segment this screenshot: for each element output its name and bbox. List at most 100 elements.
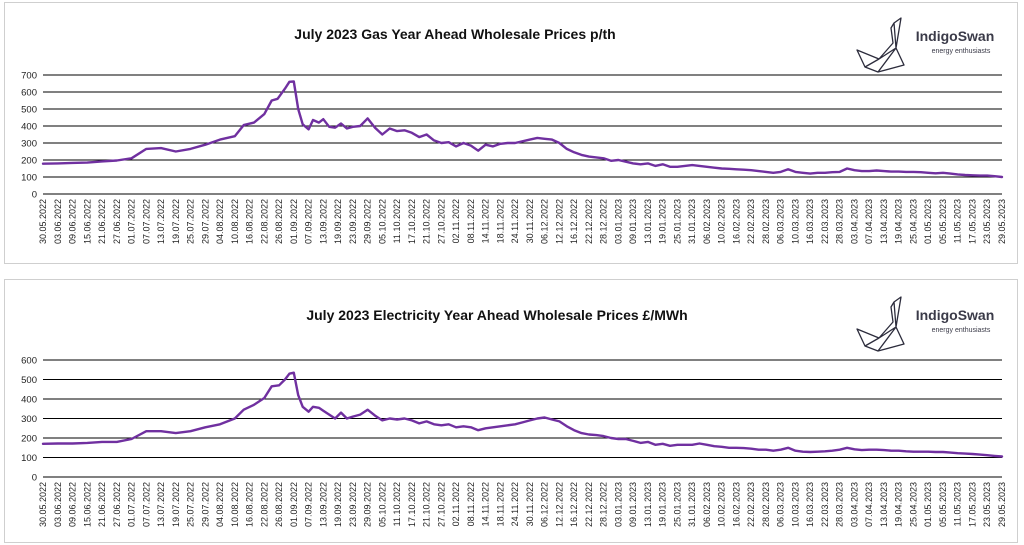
gas-x-tick-label: 19.04.2023 — [894, 199, 904, 244]
electricity-y-axis: 0 100 200 300 400 500 600 — [21, 356, 37, 484]
gas-y-axis: 0 100 200 300 400 500 600 700 — [21, 71, 37, 201]
gas-x-tick-label: 03.04.2023 — [849, 199, 859, 244]
gas-x-tick-label: 08.11.2022 — [466, 199, 476, 243]
electricity-x-tick-label: 06.12.2022 — [540, 482, 550, 527]
electricity-x-tick-label: 22.02.2023 — [746, 482, 756, 527]
gas-x-tick-label: 27.06.2022 — [112, 199, 122, 244]
electricity-x-tick-label: 15.06.2022 — [82, 482, 92, 527]
electricity-x-axis: 30.05.2022 03.06.2022 09.06.2022 15.06.2022… — [38, 482, 1007, 527]
electricity-x-tick-label: 01.09.2022 — [289, 482, 299, 527]
gas-x-tick-label: 16.03.2023 — [805, 199, 815, 244]
gas-x-tick-label: 28.12.2022 — [599, 199, 609, 244]
electricity-x-tick-label: 19.04.2023 — [894, 482, 904, 527]
gas-y-tick-label: 200 — [21, 156, 37, 167]
electricity-x-tick-label: 10.02.2023 — [717, 482, 727, 527]
gas-x-tick-label: 03.01.2023 — [613, 199, 623, 244]
electricity-x-tick-label: 05.10.2022 — [377, 482, 387, 527]
gas-gridlines — [43, 74, 1002, 195]
electricity-x-tick-label: 17.05.2023 — [967, 482, 977, 527]
gas-x-tick-label: 12.12.2022 — [554, 199, 564, 244]
electricity-x-tick-label: 09.01.2023 — [628, 482, 638, 527]
electricity-x-tick-label: 10.08.2022 — [230, 482, 240, 527]
electricity-x-tick-label: 16.08.2022 — [245, 482, 255, 527]
gas-x-tick-label: 22.03.2023 — [820, 199, 830, 244]
electricity-x-tick-label: 14.11.2022 — [481, 482, 491, 526]
electricity-x-tick-label: 07.07.2022 — [141, 482, 151, 527]
electricity-x-tick-label: 26.08.2022 — [274, 482, 284, 527]
electricity-x-tick-label: 04.08.2022 — [215, 482, 225, 527]
electricity-x-tick-label: 28.03.2023 — [835, 482, 845, 527]
gas-x-tick-label: 22.12.2022 — [584, 199, 594, 244]
gas-x-tick-label: 02.11.2022 — [451, 199, 461, 243]
gas-x-tick-label: 14.11.2022 — [481, 199, 491, 243]
electricity-x-tick-label: 11.10.2022 — [392, 482, 402, 526]
electricity-x-tick-label: 13.04.2023 — [879, 482, 889, 527]
gas-x-tick-label: 17.10.2022 — [407, 199, 417, 244]
gas-x-tick-label: 23.05.2023 — [982, 199, 992, 244]
electricity-y-tick-label: 500 — [21, 375, 37, 386]
gas-x-tick-label: 06.12.2022 — [540, 199, 550, 244]
electricity-x-tick-label: 23.09.2022 — [348, 482, 358, 527]
electricity-x-tick-label: 19.01.2023 — [658, 482, 668, 527]
gas-chart: July 2023 Gas Year Ahead Wholesale Price… — [21, 17, 1007, 244]
gas-x-tick-label: 09.06.2022 — [68, 199, 78, 244]
electricity-x-tick-label: 25.04.2023 — [908, 482, 918, 527]
gas-x-tick-label: 25.01.2023 — [672, 199, 682, 244]
electricity-y-tick-label: 0 — [32, 473, 37, 484]
electricity-x-tick-label: 11.05.2023 — [953, 482, 963, 526]
gas-x-tick-label: 05.05.2023 — [938, 199, 948, 244]
gas-x-tick-label: 19.09.2022 — [333, 199, 343, 244]
gas-x-tick-label: 19.01.2023 — [658, 199, 668, 244]
electricity-y-tick-label: 600 — [21, 356, 37, 367]
electricity-x-tick-label: 30.05.2022 — [38, 482, 48, 527]
gas-x-tick-label: 19.07.2022 — [171, 199, 181, 244]
gas-x-tick-label: 06.02.2023 — [702, 199, 712, 244]
electricity-x-tick-label: 29.09.2022 — [363, 482, 373, 527]
electricity-y-tick-label: 100 — [21, 453, 37, 464]
gas-x-tick-label: 25.04.2023 — [908, 199, 918, 244]
gas-x-tick-label: 13.01.2023 — [643, 199, 653, 244]
gas-x-tick-label: 13.09.2022 — [318, 199, 328, 244]
gas-x-tick-label: 29.09.2022 — [363, 199, 373, 244]
gas-x-tick-label: 16.08.2022 — [245, 199, 255, 244]
gas-x-tick-label: 01.05.2023 — [923, 199, 933, 244]
gas-x-tick-label: 28.02.2023 — [761, 199, 771, 244]
electricity-x-tick-label: 03.04.2023 — [849, 482, 859, 527]
gas-x-tick-label: 05.10.2022 — [377, 199, 387, 244]
gas-x-tick-label: 01.07.2022 — [127, 199, 137, 244]
electricity-x-tick-label: 19.09.2022 — [333, 482, 343, 527]
electricity-x-tick-label: 03.06.2022 — [53, 482, 63, 527]
electricity-x-tick-label: 10.03.2023 — [790, 482, 800, 527]
gas-x-tick-label: 09.01.2023 — [628, 199, 638, 244]
gas-x-tick-label: 28.03.2023 — [835, 199, 845, 244]
gas-x-tick-label: 11.05.2023 — [953, 199, 963, 243]
gas-x-tick-label: 10.08.2022 — [230, 199, 240, 244]
gas-x-tick-label: 06.03.2023 — [776, 199, 786, 244]
electricity-gridlines — [43, 359, 1002, 478]
electricity-x-tick-label: 12.12.2022 — [554, 482, 564, 527]
gas-x-tick-label: 07.04.2023 — [864, 199, 874, 244]
gas-x-tick-label: 13.04.2023 — [879, 199, 889, 244]
electricity-chart-title: July 2023 Electricity Year Ahead Wholesa… — [306, 307, 687, 323]
gas-x-tick-label: 22.08.2022 — [259, 199, 269, 244]
electricity-x-tick-label: 29.07.2022 — [200, 482, 210, 527]
gas-x-tick-label: 17.05.2023 — [967, 199, 977, 244]
electricity-y-tick-label: 200 — [21, 434, 37, 445]
electricity-x-tick-label: 13.07.2022 — [156, 482, 166, 527]
gas-x-tick-label: 31.01.2023 — [687, 199, 697, 244]
gas-x-tick-label: 23.09.2022 — [348, 199, 358, 244]
electricity-x-tick-label: 16.02.2023 — [731, 482, 741, 527]
electricity-x-tick-label: 17.10.2022 — [407, 482, 417, 527]
gas-x-tick-label: 07.07.2022 — [141, 199, 151, 244]
gas-x-tick-label: 21.10.2022 — [422, 199, 432, 244]
origami-swan-icon — [856, 296, 905, 352]
electricity-x-tick-label: 02.11.2022 — [451, 482, 461, 526]
electricity-x-tick-label: 31.01.2023 — [687, 482, 697, 527]
gas-y-tick-label: 300 — [21, 139, 37, 150]
gas-x-tick-label: 01.09.2022 — [289, 199, 299, 244]
electricity-x-tick-label: 13.09.2022 — [318, 482, 328, 527]
gas-x-tick-label: 30.11.2022 — [525, 199, 535, 243]
gas-x-tick-label: 27.10.2022 — [436, 199, 446, 244]
gas-x-tick-label: 13.07.2022 — [156, 199, 166, 244]
gas-x-tick-label: 25.07.2022 — [186, 199, 196, 244]
